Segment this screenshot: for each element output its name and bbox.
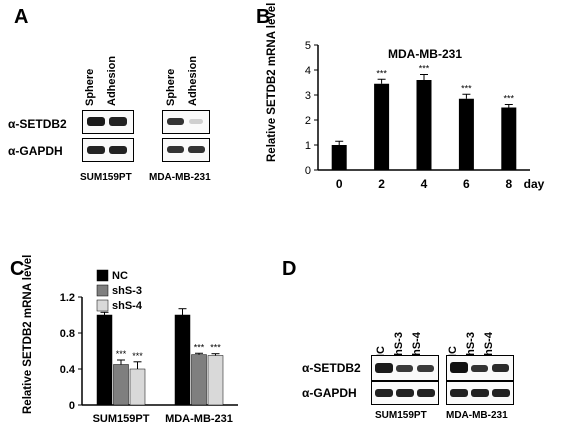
- panel-d-row-label-setdb2: α-SETDB2: [302, 361, 361, 375]
- panel-a-row-label-setdb2: α-SETDB2: [8, 117, 67, 131]
- chart-c-x-tick-label: MDA-MB-231: [165, 413, 233, 425]
- band: [396, 365, 413, 372]
- band: [87, 146, 105, 154]
- chart-b-y-tick-label: 2: [305, 115, 311, 127]
- chart-b-x-tick-label: 4: [421, 177, 428, 191]
- panel-c-letter: C: [10, 258, 25, 280]
- panel-b-letter: B: [256, 6, 271, 28]
- chart-b-x-tick-label: 0: [336, 177, 343, 191]
- band: [167, 146, 184, 153]
- chart-c-significance: ***: [194, 342, 205, 352]
- band: [417, 365, 434, 372]
- band: [375, 363, 393, 373]
- chart-c-y-tick-label: 1.2: [60, 292, 75, 304]
- band: [375, 389, 393, 397]
- panel-d-group-label-mda: MDA-MB-231: [446, 410, 508, 421]
- panel-a-group-label-sum159pt: SUM159PT: [80, 172, 132, 183]
- chart-c-legend-swatch: [96, 299, 109, 312]
- chart-c-y-tick-label: 0.8: [60, 328, 75, 340]
- panel-a-group-label-mda: MDA-MB-231: [149, 172, 211, 183]
- chart-c-bar: [207, 355, 224, 406]
- chart-c-legend-swatch: [96, 269, 109, 282]
- band: [396, 389, 414, 397]
- blot-a-mda-gapdh: [162, 138, 210, 162]
- chart-b-y-tick-label: 0: [305, 165, 311, 177]
- band: [450, 389, 468, 397]
- chart-c-legend-label: NC: [112, 270, 128, 282]
- chart-c-legend-label: shS-4: [112, 300, 143, 312]
- band: [492, 389, 510, 397]
- band: [471, 389, 489, 397]
- chart-c-legend-swatch: [96, 284, 109, 297]
- band: [417, 389, 435, 397]
- band: [109, 146, 127, 154]
- panel-a-row-label-gapdh: α-GAPDH: [8, 144, 63, 158]
- band: [109, 117, 127, 126]
- chart-c-bar: [191, 354, 207, 406]
- panel-a-letter: A: [14, 6, 29, 28]
- chart-b-bar: [331, 145, 347, 170]
- chart-c-bar: [96, 314, 113, 406]
- chart-b-x-unit: day: [524, 177, 545, 191]
- blot-d-sum159-setdb2: [371, 355, 439, 381]
- band: [167, 118, 184, 125]
- chart-c-bar: [129, 368, 146, 406]
- chart-b-x-tick-label: 6: [463, 177, 470, 191]
- chart-b-x-tick-label: 8: [505, 177, 512, 191]
- band: [189, 119, 203, 124]
- chart-b-bar: [458, 98, 474, 170]
- chart-b-significance: ***: [461, 83, 472, 93]
- chart-c-x-tick-label: SUM159PT: [93, 413, 150, 425]
- blot-a-sum159-gapdh: [82, 138, 134, 162]
- chart-b-y-tick-label: 5: [305, 40, 311, 52]
- blot-d-sum159-gapdh: [371, 381, 439, 405]
- chart-b-x-tick-label: 2: [378, 177, 385, 191]
- chart-b-significance: ***: [504, 94, 515, 104]
- blot-d-mda-gapdh: [446, 381, 514, 405]
- chart-c-significance: ***: [116, 349, 127, 359]
- chart-c-legend-label: shS-3: [112, 285, 142, 297]
- chart-b-y-tick-label: 1: [305, 140, 311, 152]
- chart-c-significance: ***: [132, 351, 143, 361]
- band: [188, 146, 205, 153]
- band: [450, 362, 468, 373]
- chart-b-bar: [416, 80, 432, 170]
- band: [87, 117, 105, 126]
- chart-b-y-tick-label: 4: [305, 65, 311, 77]
- chart-b-bar: [374, 83, 390, 170]
- chart-c-bar: [174, 314, 191, 406]
- blot-a-mda-setdb2: [162, 110, 210, 134]
- band: [492, 364, 509, 372]
- chart-b-significance: ***: [419, 64, 430, 74]
- chart-b-y-tick-label: 3: [305, 90, 311, 102]
- chart-b-bar: [501, 107, 517, 170]
- chart-b-significance: ***: [376, 68, 387, 78]
- blot-d-mda-setdb2: [446, 355, 514, 381]
- panel-d-group-label-sum159pt: SUM159PT: [375, 410, 427, 421]
- chart-b-title: MDA-MB-231: [388, 47, 462, 61]
- panel-d-row-label-gapdh: α-GAPDH: [302, 386, 357, 400]
- blot-a-sum159-setdb2: [82, 110, 134, 134]
- chart-c-y-tick-label: 0.4: [60, 364, 76, 376]
- chart-c-significance: ***: [210, 343, 221, 353]
- chart-c-bar: [113, 364, 129, 406]
- chart-c-y-tick-label: 0: [69, 400, 75, 412]
- panel-d-letter: D: [282, 258, 297, 280]
- band: [471, 365, 488, 372]
